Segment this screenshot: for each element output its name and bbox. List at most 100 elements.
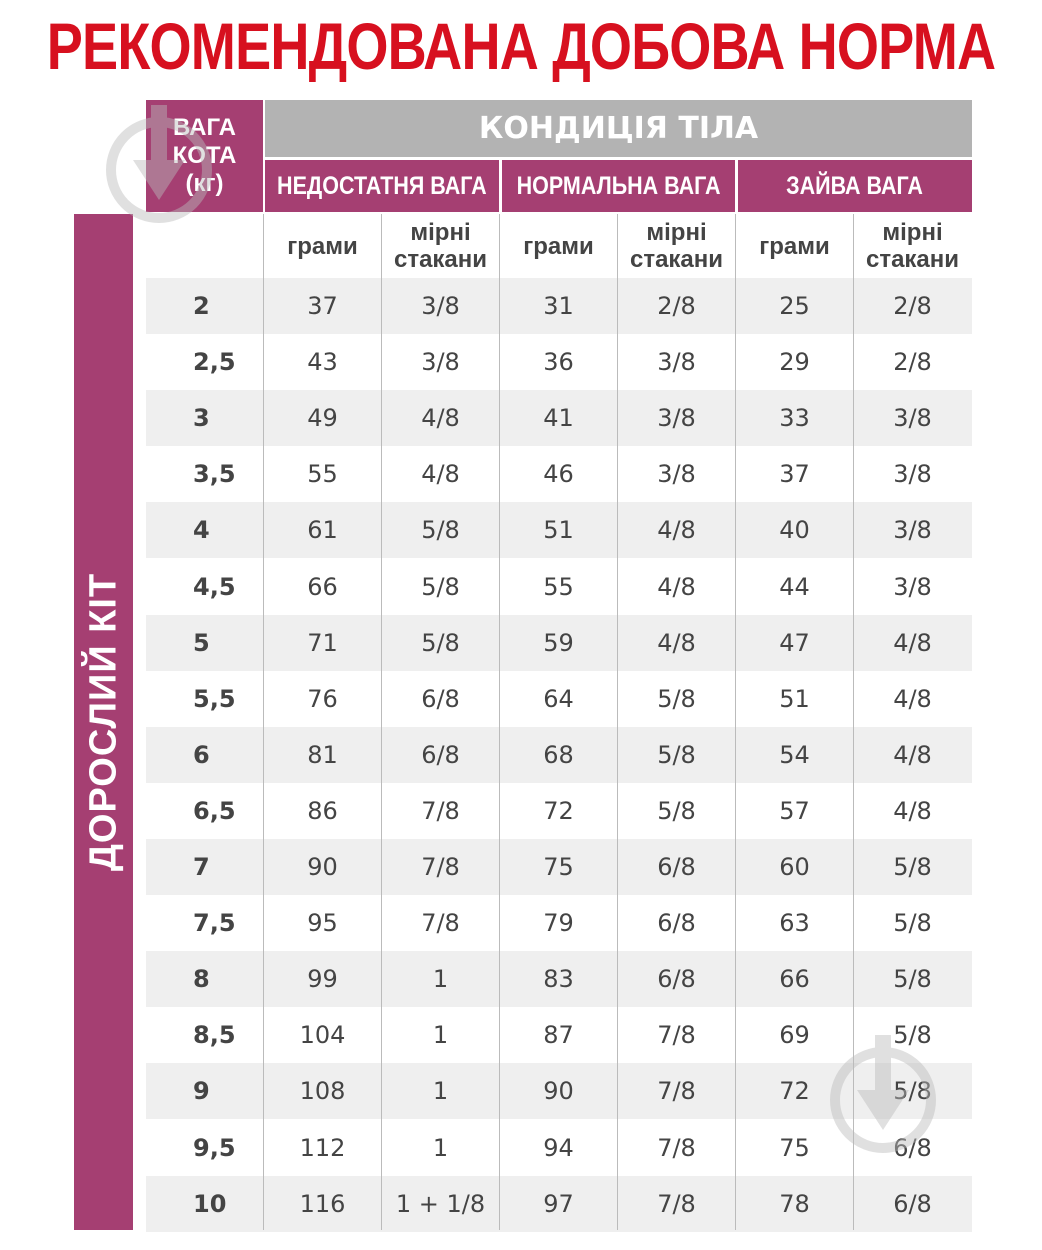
weight-cell: 2 <box>193 292 210 320</box>
value-cell: 29 <box>779 348 810 377</box>
value-cell: 63 <box>779 909 810 938</box>
value-cell: 64 <box>543 684 574 713</box>
table-row: 2 37 3/8 31 2/8 25 2/8 <box>146 278 972 334</box>
value-cell: 37 <box>779 460 810 489</box>
column-divider <box>381 214 382 1230</box>
table-row: 10 116 1 + 1/8 97 7/8 78 6/8 <box>146 1175 972 1232</box>
unit-header: мірні стакани <box>865 219 960 273</box>
value-cell: 5/8 <box>657 684 696 713</box>
value-cell: 95 <box>307 909 338 938</box>
value-cell: 72 <box>543 796 574 825</box>
value-cell: 6/8 <box>657 853 696 881</box>
unit-header: мірні стакани <box>629 219 724 273</box>
weight-header-line: (кг) <box>185 170 224 197</box>
value-cell: 2/8 <box>893 292 932 320</box>
value-cell: 87 <box>543 1021 574 1050</box>
column-divider <box>617 214 618 1230</box>
group-overweight: ЗАЙВА ВАГА <box>738 160 972 212</box>
value-cell: 76 <box>307 684 338 713</box>
table-row: 7,5 95 7/8 79 6/8 63 5/8 <box>146 895 972 951</box>
value-cell: 86 <box>307 796 338 825</box>
value-cell: 72 <box>779 1077 810 1106</box>
value-cell: 3/8 <box>657 348 696 377</box>
value-cell: 1 <box>432 1021 449 1050</box>
weight-header: ВАГА КОТА (кг) <box>146 100 263 212</box>
value-cell: 7/8 <box>657 1077 696 1106</box>
weight-cell: 9 <box>193 1077 210 1106</box>
column-divider <box>499 214 500 1230</box>
value-cell: 3/8 <box>657 404 696 433</box>
table-row: 2,5 43 3/8 36 3/8 29 2/8 <box>146 334 972 390</box>
value-cell: 3/8 <box>893 460 932 489</box>
table-row: 5 71 5/8 59 4/8 47 4/8 <box>146 614 972 671</box>
value-cell: 41 <box>543 404 574 433</box>
value-cell: 5/8 <box>893 1077 932 1106</box>
group-normal: НОРМАЛЬНА ВАГА <box>502 160 735 212</box>
value-cell: 4/8 <box>893 684 932 713</box>
value-cell: 104 <box>299 1021 346 1050</box>
page-title: РЕКОМЕНДОВАНА ДОБОВА НОРМА <box>46 9 996 83</box>
group-underweight: НЕДОСТАТНЯ ВАГА <box>265 160 499 212</box>
value-cell: 81 <box>307 740 338 769</box>
table-row: 6,5 86 7/8 72 5/8 57 4/8 <box>146 783 972 839</box>
value-cell: 33 <box>779 404 810 433</box>
value-cell: 4/8 <box>421 404 460 433</box>
download-watermark-icon <box>830 1035 936 1153</box>
value-cell: 51 <box>779 684 810 713</box>
weight-cell: 8,5 <box>193 1021 236 1050</box>
value-cell: 51 <box>543 516 574 545</box>
value-cell: 7/8 <box>657 1021 696 1050</box>
value-cell: 6/8 <box>893 1133 932 1162</box>
value-cell: 46 <box>543 460 574 489</box>
value-cell: 61 <box>307 516 338 545</box>
value-cell: 55 <box>307 460 338 489</box>
weight-cell: 9,5 <box>193 1133 236 1162</box>
group-normal-label: НОРМАЛЬНА ВАГА <box>516 171 721 200</box>
value-cell: 79 <box>543 909 574 938</box>
weight-cell: 6 <box>193 740 210 769</box>
value-cell: 5/8 <box>893 909 932 938</box>
value-cell: 1 <box>432 1077 449 1106</box>
value-cell: 75 <box>543 853 574 881</box>
value-cell: 40 <box>779 516 810 545</box>
value-cell: 94 <box>543 1133 574 1162</box>
table-row: 8,5 104 1 87 7/8 69 5/8 <box>146 1007 972 1063</box>
weight-cell: 10 <box>193 1189 227 1218</box>
value-cell: 4/8 <box>657 516 696 545</box>
value-cell: 97 <box>543 1189 574 1218</box>
value-cell: 25 <box>779 292 810 320</box>
value-cell: 5/8 <box>421 628 460 657</box>
value-cell: 7/8 <box>421 796 460 825</box>
value-cell: 108 <box>299 1077 346 1106</box>
value-cell: 5/8 <box>893 1021 932 1050</box>
body-condition-header: КОНДИЦІЯ ТІЛА <box>265 100 972 157</box>
value-cell: 116 <box>299 1189 346 1218</box>
weight-cell: 2,5 <box>193 348 236 377</box>
table-row: 3,5 55 4/8 46 3/8 37 3/8 <box>146 446 972 502</box>
value-cell: 83 <box>543 965 574 994</box>
table-row: 8 99 1 83 6/8 66 5/8 <box>146 951 972 1008</box>
value-cell: 4/8 <box>657 572 696 601</box>
value-cell: 71 <box>307 628 338 657</box>
value-cell: 60 <box>779 853 810 881</box>
value-cell: 5/8 <box>421 516 460 545</box>
value-cell: 44 <box>779 572 810 601</box>
table-row: 9,5 112 1 94 7/8 75 6/8 <box>146 1120 972 1176</box>
value-cell: 1 <box>432 965 449 994</box>
weight-cell: 5 <box>193 628 210 657</box>
weight-cell: 7,5 <box>193 909 236 938</box>
value-cell: 68 <box>543 740 574 769</box>
value-cell: 99 <box>307 965 338 994</box>
table-row: 5,5 76 6/8 64 5/8 51 4/8 <box>146 671 972 727</box>
value-cell: 4/8 <box>893 796 932 825</box>
unit-header: грами <box>759 232 830 260</box>
value-cell: 43 <box>307 348 338 377</box>
group-underweight-label: НЕДОСТАТНЯ ВАГА <box>277 171 487 200</box>
value-cell: 7/8 <box>657 1189 696 1218</box>
value-cell: 3/8 <box>421 292 460 320</box>
value-cell: 2/8 <box>657 292 696 320</box>
weight-cell: 5,5 <box>193 684 236 713</box>
value-cell: 6/8 <box>657 965 696 994</box>
table-row: 4,5 66 5/8 55 4/8 44 3/8 <box>146 559 972 615</box>
table-row: 9 108 1 90 7/8 72 5/8 <box>146 1063 972 1120</box>
